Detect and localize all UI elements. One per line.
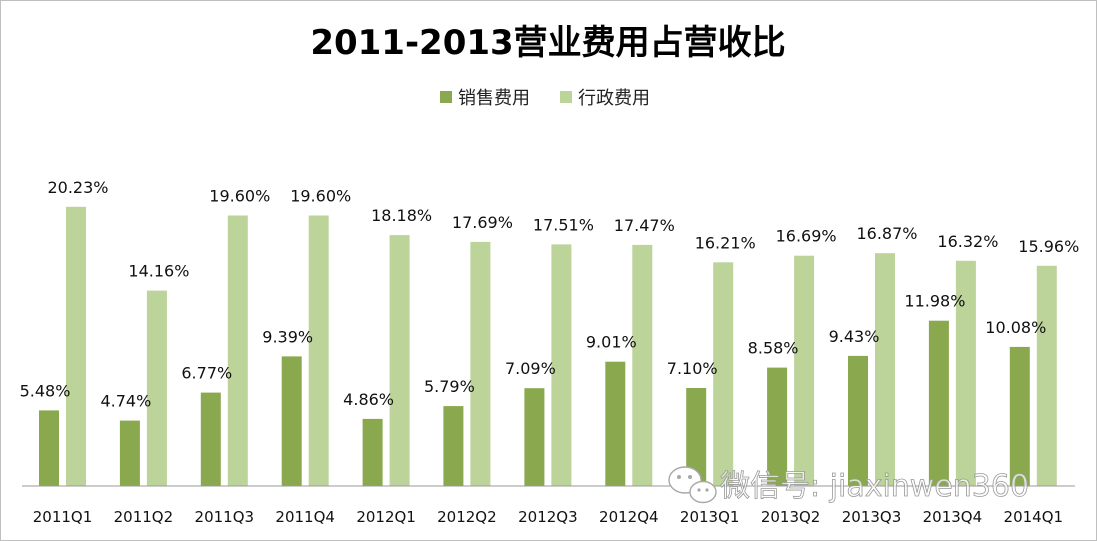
x-tick-label-2013Q2: 2013Q2 bbox=[761, 508, 821, 526]
data-labels-layer: 5.48% 20.23% 4.74% 14.16% 6.77% 19.60% 9.39% 19… bbox=[20, 178, 1080, 411]
x-tick-labels: 2011Q1 2011Q2 2011Q3 2011Q4 2012Q1 2012Q2 2012… bbox=[33, 508, 1063, 526]
bar-admin-2013Q4 bbox=[955, 260, 976, 486]
data-label-sales-2011Q1: 5.48% bbox=[20, 381, 71, 400]
watermark-text: 微信号: jiaxinwen360 bbox=[720, 469, 1029, 504]
watermark: 微信号: jiaxinwen360 bbox=[668, 466, 1029, 504]
data-label-admin-2013Q1: 16.21% bbox=[695, 233, 756, 252]
data-label-admin-2014Q1: 15.96% bbox=[1018, 237, 1079, 256]
bar-sales-2014Q1 bbox=[1009, 346, 1030, 486]
bar-admin-2012Q4 bbox=[632, 244, 653, 486]
data-label-sales-2013Q1: 7.10% bbox=[667, 359, 718, 378]
x-tick-label-2012Q1: 2012Q1 bbox=[356, 508, 416, 526]
bar-admin-2011Q2 bbox=[146, 290, 167, 486]
data-label-sales-2012Q1: 4.86% bbox=[343, 390, 394, 409]
legend-swatch-sales bbox=[440, 91, 452, 103]
bar-admin-2011Q1 bbox=[66, 206, 86, 487]
x-tick-label-2014Q1: 2014Q1 bbox=[1004, 508, 1064, 526]
bar-sales-2012Q4 bbox=[605, 361, 626, 486]
data-label-admin-2012Q4: 17.47% bbox=[614, 216, 675, 235]
legend-swatch-admin bbox=[560, 91, 572, 103]
x-tick-label-2012Q2: 2012Q2 bbox=[437, 508, 497, 526]
bar-admin-2011Q4 bbox=[308, 215, 329, 486]
bar-sales-2011Q3 bbox=[200, 392, 221, 486]
bar-admin-2011Q3 bbox=[227, 215, 248, 486]
bar-sales-2011Q1 bbox=[39, 410, 59, 486]
x-tick-label-2013Q1: 2013Q1 bbox=[680, 508, 740, 526]
data-label-admin-2012Q3: 17.51% bbox=[533, 215, 594, 234]
x-tick-label-2013Q4: 2013Q4 bbox=[923, 508, 983, 526]
bar-sales-2012Q3 bbox=[524, 388, 545, 486]
data-label-admin-2012Q2: 17.69% bbox=[452, 213, 513, 232]
x-tick-label-2011Q1: 2011Q1 bbox=[33, 508, 93, 526]
bar-sales-2012Q2 bbox=[443, 406, 464, 486]
bars-layer bbox=[39, 206, 1057, 487]
bar-admin-2013Q3 bbox=[875, 253, 895, 486]
data-label-sales-2012Q4: 9.01% bbox=[586, 333, 637, 352]
bar-admin-2014Q1 bbox=[1036, 265, 1057, 486]
data-label-sales-2013Q4: 11.98% bbox=[904, 292, 965, 311]
x-tick-label-2011Q3: 2011Q3 bbox=[195, 508, 255, 526]
x-tick-label-2011Q4: 2011Q4 bbox=[275, 508, 335, 526]
data-label-sales-2013Q2: 8.58% bbox=[748, 339, 799, 358]
data-label-sales-2013Q3: 9.43% bbox=[829, 327, 880, 346]
bar-sales-2013Q3 bbox=[848, 355, 868, 486]
bar-sales-2011Q4 bbox=[281, 356, 302, 486]
bar-admin-2012Q2 bbox=[470, 241, 491, 486]
legend: 销售费用 行政费用 bbox=[440, 88, 650, 109]
data-label-admin-2011Q1: 20.23% bbox=[47, 178, 108, 197]
x-tick-label-2012Q4: 2012Q4 bbox=[599, 508, 659, 526]
data-label-admin-2013Q3: 16.87% bbox=[856, 224, 917, 243]
chart-title: 2011-2013营业费用占营收比 bbox=[310, 23, 785, 63]
x-tick-label-2012Q3: 2012Q3 bbox=[518, 508, 578, 526]
legend-label-admin: 行政费用 bbox=[578, 88, 650, 109]
x-tick-label-2013Q3: 2013Q3 bbox=[842, 508, 902, 526]
bar-sales-2012Q1 bbox=[362, 418, 383, 486]
data-label-sales-2011Q3: 6.77% bbox=[181, 364, 232, 383]
data-label-admin-2013Q2: 16.69% bbox=[776, 227, 837, 246]
data-label-admin-2011Q3: 19.60% bbox=[209, 187, 270, 206]
legend-label-sales: 销售费用 bbox=[458, 88, 530, 109]
bar-admin-2012Q1 bbox=[389, 235, 410, 486]
bar-sales-2013Q4 bbox=[928, 320, 949, 486]
data-label-sales-2012Q2: 5.79% bbox=[424, 377, 475, 396]
data-label-admin-2013Q4: 16.32% bbox=[937, 232, 998, 251]
bar-sales-2013Q2 bbox=[767, 367, 788, 486]
data-label-sales-2012Q3: 7.09% bbox=[505, 359, 556, 378]
data-label-admin-2011Q2: 14.16% bbox=[128, 262, 189, 281]
data-label-sales-2011Q4: 9.39% bbox=[262, 327, 313, 346]
bar-admin-2012Q3 bbox=[551, 244, 572, 486]
bar-admin-2013Q1 bbox=[713, 262, 734, 486]
bar-sales-2013Q1 bbox=[686, 388, 707, 486]
data-label-sales-2011Q2: 4.74% bbox=[100, 392, 151, 411]
data-label-sales-2014Q1: 10.08% bbox=[985, 318, 1046, 337]
bar-admin-2013Q2 bbox=[794, 255, 815, 486]
bar-sales-2011Q2 bbox=[119, 420, 140, 486]
data-label-admin-2012Q1: 18.18% bbox=[371, 206, 432, 225]
x-tick-label-2011Q2: 2011Q2 bbox=[114, 508, 174, 526]
wechat-icon bbox=[668, 466, 717, 504]
data-label-admin-2011Q4: 19.60% bbox=[290, 187, 351, 206]
